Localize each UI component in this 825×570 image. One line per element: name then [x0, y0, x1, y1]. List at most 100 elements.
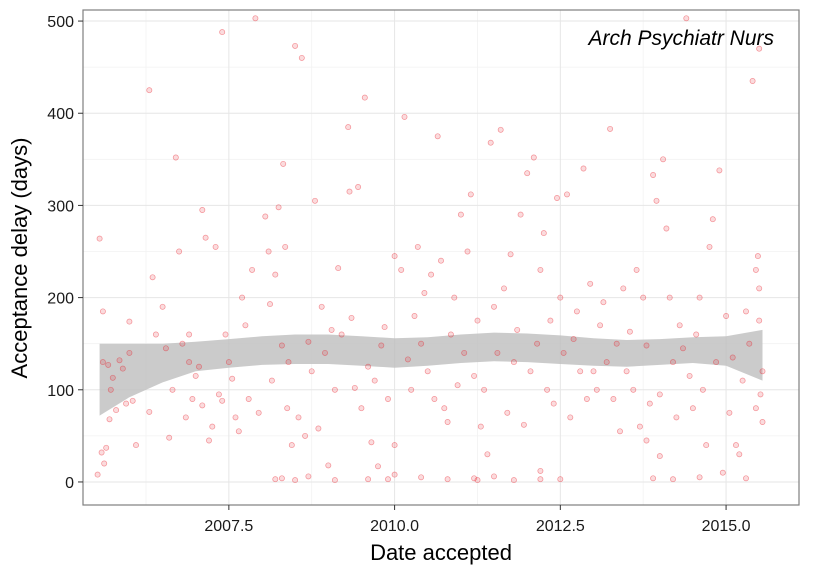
- data-point: [421, 290, 428, 296]
- data-point: [162, 345, 169, 352]
- data-point: [471, 475, 478, 482]
- data-point: [756, 317, 763, 324]
- data-point: [643, 342, 650, 349]
- data-point: [280, 160, 287, 167]
- data-point: [510, 359, 517, 366]
- data-point: [580, 165, 587, 172]
- data-point: [709, 216, 716, 223]
- data-point: [172, 154, 179, 161]
- data-point: [759, 368, 766, 375]
- data-point: [524, 170, 531, 177]
- plot-border: [82, 9, 800, 506]
- data-point: [107, 386, 114, 393]
- data-point: [743, 475, 749, 482]
- data-point: [371, 377, 378, 384]
- data-points: [94, 15, 766, 484]
- data-point: [146, 408, 153, 415]
- data-point: [640, 294, 647, 301]
- data-point: [255, 409, 262, 416]
- data-point: [312, 197, 318, 204]
- data-point: [345, 124, 352, 131]
- x-axis-title: Date accepted: [370, 540, 512, 565]
- data-point: [573, 308, 580, 315]
- data-point: [302, 432, 309, 439]
- data-point: [650, 475, 657, 482]
- data-point: [759, 419, 766, 425]
- data-point: [693, 331, 700, 338]
- data-point: [292, 42, 299, 49]
- data-point: [355, 184, 362, 190]
- data-point: [726, 409, 733, 416]
- data-point: [656, 453, 663, 460]
- data-point: [557, 476, 564, 483]
- data-point: [752, 266, 759, 273]
- data-point: [729, 354, 736, 361]
- plot-panel: [83, 10, 799, 505]
- data-point: [577, 368, 584, 375]
- data-point: [196, 363, 202, 370]
- data-point: [192, 372, 199, 379]
- data-point: [683, 15, 690, 22]
- data-point: [235, 428, 242, 435]
- data-point: [404, 356, 411, 363]
- data-point: [633, 266, 640, 273]
- data-point: [467, 191, 474, 198]
- data-point: [537, 467, 544, 474]
- data-point: [593, 386, 600, 393]
- data-point: [587, 280, 594, 287]
- data-point: [126, 349, 133, 356]
- x-tick-label: 2015.0: [702, 518, 751, 535]
- data-point: [229, 375, 236, 382]
- data-point: [249, 266, 256, 273]
- data-point: [129, 397, 136, 404]
- data-point: [385, 396, 391, 402]
- data-point: [288, 442, 295, 449]
- data-point: [666, 294, 673, 301]
- data-point: [331, 386, 338, 393]
- data-point: [113, 407, 120, 414]
- data-point: [610, 396, 617, 402]
- data-point: [381, 324, 388, 331]
- data-point: [527, 368, 534, 375]
- data-point: [756, 45, 763, 52]
- data-point: [239, 294, 246, 301]
- data-point: [385, 476, 391, 483]
- data-point: [282, 243, 289, 250]
- data-point: [461, 349, 468, 356]
- data-point: [464, 248, 471, 255]
- data-point: [719, 469, 726, 476]
- data-point: [176, 248, 183, 255]
- x-axis-ticks: 2007.5 2010.0 2012.5 2015.0: [204, 505, 751, 535]
- data-point: [126, 318, 133, 325]
- data-point: [689, 405, 696, 412]
- data-point: [199, 207, 206, 213]
- x-tick-label: 2007.5: [204, 518, 253, 535]
- data-point: [494, 349, 501, 356]
- data-point: [285, 359, 292, 366]
- data-point: [391, 471, 398, 478]
- y-tick-label: 400: [47, 106, 74, 123]
- data-point: [219, 397, 226, 404]
- data-point: [537, 476, 544, 483]
- x-tick-label: 2012.5: [536, 518, 585, 535]
- data-point: [262, 213, 269, 220]
- data-point: [643, 437, 650, 444]
- data-point: [119, 365, 126, 372]
- data-point: [378, 342, 385, 349]
- data-point: [481, 386, 488, 393]
- data-point: [278, 475, 285, 482]
- data-point: [474, 317, 481, 324]
- data-point: [613, 340, 620, 347]
- data-point: [491, 473, 497, 480]
- data-point: [703, 442, 710, 449]
- data-point: [607, 125, 614, 132]
- data-point: [650, 172, 657, 178]
- data-point: [670, 359, 676, 366]
- data-point: [391, 442, 398, 449]
- data-point: [149, 274, 156, 281]
- data-point: [567, 414, 574, 421]
- data-point: [152, 331, 159, 338]
- data-point: [101, 460, 108, 467]
- data-point: [99, 359, 106, 366]
